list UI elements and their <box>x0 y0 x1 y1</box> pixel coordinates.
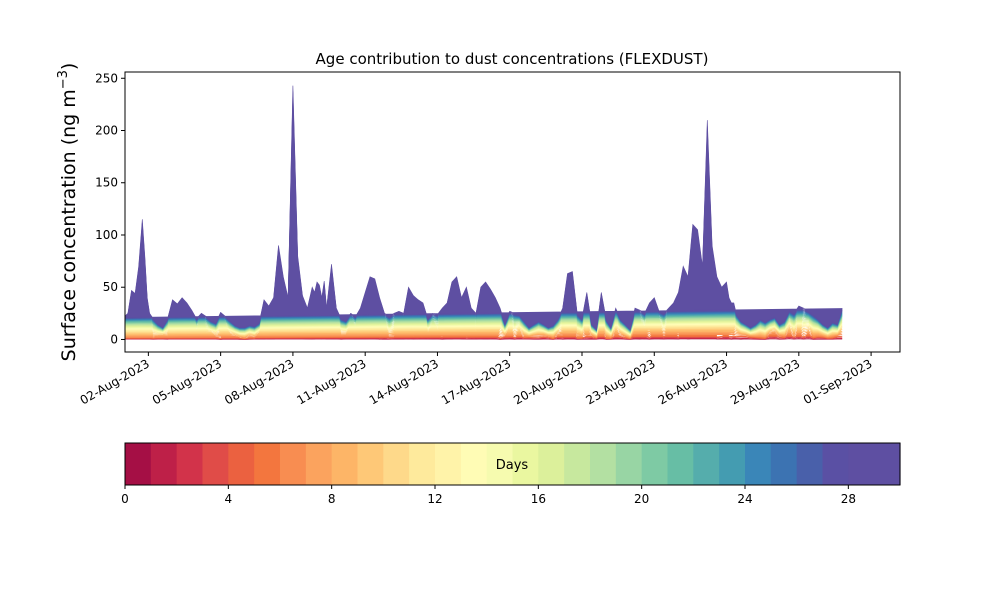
colorbar-cell <box>228 443 255 485</box>
y-tick-label: 250 <box>95 71 118 85</box>
colorbar-cell <box>848 443 875 485</box>
colorbar-cell <box>383 443 410 485</box>
colorbar-cell <box>280 443 307 485</box>
colorbar-cell <box>357 443 384 485</box>
plot-frame <box>124 71 901 353</box>
colorbar-tick-label: 12 <box>427 492 442 506</box>
colorbar-cell <box>641 443 669 485</box>
colorbar <box>125 443 901 485</box>
colorbar-cell <box>409 443 436 485</box>
colorbar-cell <box>719 443 746 485</box>
y-axis-label-exponent: −3 <box>56 70 71 89</box>
colorbar-cell <box>874 443 901 485</box>
colorbar-tick-label: 28 <box>841 492 856 506</box>
colorbar-cell <box>125 443 152 485</box>
colorbar-cell <box>512 443 539 485</box>
colorbar-cell <box>745 443 772 485</box>
colorbar-cell <box>176 443 204 485</box>
y-tick-label: 50 <box>103 280 118 294</box>
y-tick-label: 150 <box>95 176 118 190</box>
colorbar-frame <box>124 442 901 486</box>
colorbar-cell <box>667 443 694 485</box>
y-axis-label-main: Surface concentration (ng m <box>58 89 80 361</box>
colorbar-tick-label: 20 <box>634 492 649 506</box>
colorbar-label: Days <box>496 458 529 473</box>
colorbar-tick-label: 0 <box>121 492 129 506</box>
colorbar-cell <box>150 443 178 485</box>
colorbar-cell <box>564 443 591 485</box>
area-layer-age-29 <box>125 85 843 330</box>
y-axis-label: Surface concentration (ng m−3) <box>56 63 80 362</box>
colorbar-cell <box>331 443 359 485</box>
colorbar-cell <box>202 443 229 485</box>
y-tick-label: 0 <box>110 332 118 346</box>
y-axis-ticks: 0 50 100 150 200 250 <box>95 71 125 346</box>
colorbar-cell <box>435 443 462 485</box>
colorbar-tick-label: 4 <box>225 492 233 506</box>
colorbar-cell <box>486 443 514 485</box>
colorbar-ticks: 0 4 8 12 16 20 24 28 <box>121 485 856 506</box>
colorbar-cell <box>822 443 849 485</box>
colorbar-cell <box>254 443 281 485</box>
colorbar-cell <box>615 443 643 485</box>
y-axis-label-close: ) <box>58 63 80 70</box>
colorbar-cell <box>460 443 488 485</box>
chart-title: Age contribution to dust concentrations … <box>316 50 709 68</box>
stacked-areas <box>125 85 843 340</box>
colorbar-cell <box>538 443 565 485</box>
y-tick-label: 200 <box>95 124 118 138</box>
colorbar-tick-label: 16 <box>531 492 546 506</box>
colorbar-cell <box>796 443 824 485</box>
colorbar-tick-label: 8 <box>328 492 336 506</box>
colorbar-cell <box>770 443 798 485</box>
colorbar-cell <box>693 443 720 485</box>
y-tick-label: 100 <box>95 228 118 242</box>
colorbar-tick-label: 24 <box>737 492 752 506</box>
colorbar-cell <box>590 443 617 485</box>
colorbar-cell <box>305 443 333 485</box>
